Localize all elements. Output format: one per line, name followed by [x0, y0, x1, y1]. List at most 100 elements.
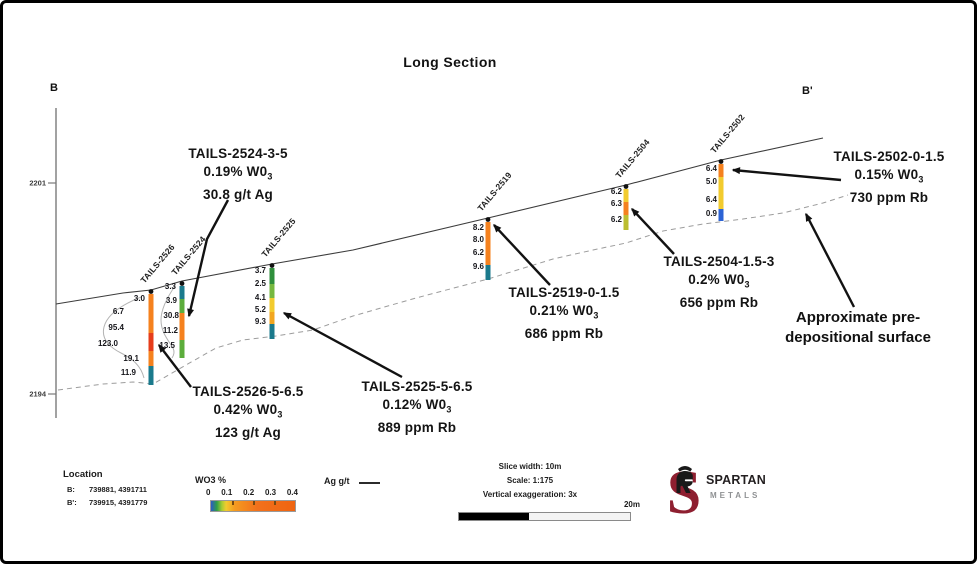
interval-value-label: 8.2 [472, 223, 484, 232]
callout-grade: 0.12% W03 [382, 397, 452, 415]
interval-value-label: 11.2 [162, 326, 178, 335]
interval-value-label: 3.7 [254, 266, 266, 275]
callout-title: TAILS-2519-0-1.5 [508, 285, 620, 300]
interval-value-label: 5.0 [705, 177, 717, 186]
predepositional-note-line2: depositional surface [785, 329, 931, 346]
scale-bar-label: 20m [623, 500, 640, 509]
section-svg: 2201 2194 [29, 108, 856, 418]
callout-arrow [187, 199, 230, 318]
callout-grade: 0.2% W03 [688, 272, 750, 290]
drillhole-interval [269, 268, 275, 284]
callout-grade: 0.42% W03 [213, 402, 283, 420]
interval-value-label: 13.5 [159, 341, 175, 350]
drillhole-interval [148, 294, 154, 333]
interval-value-label: 9.6 [472, 262, 484, 271]
drillhole-collar [718, 159, 724, 164]
section-endpoint-b-prime: B' [802, 85, 813, 97]
wo3-tick-01: 0.1 [221, 488, 233, 497]
drillhole-interval [623, 215, 629, 230]
callout-tails-2502-0-1.5: TAILS-2502-0-1.5 0.15% W03 730 ppm Rb [769, 148, 974, 207]
wo3-colorbar [210, 500, 296, 512]
interval-value-label: 19.1 [123, 354, 139, 363]
callout-grade: 0.19% W03 [203, 164, 273, 182]
drillhole-interval [179, 299, 185, 313]
drillhole-collar [179, 281, 185, 286]
interval-value-label: 9.3 [254, 317, 266, 326]
callout-title: TAILS-2504-1.5-3 [663, 254, 775, 269]
callout-detail: 730 ppm Rb [849, 189, 929, 205]
drillhole-interval [148, 351, 154, 366]
legend-location: Location B: 739881, 4391711 B': 739915, 43… [63, 469, 147, 511]
callout-title: TAILS-2502-0-1.5 [833, 149, 945, 164]
drillhole-collar [623, 184, 629, 189]
logo-subname: METALS [710, 491, 761, 500]
drillhole-interval [269, 284, 275, 298]
vertical-exaggeration-text: Vertical exaggeration: 3x [482, 490, 578, 499]
drillhole-collar [269, 263, 275, 268]
wo3-colorbar-tick [253, 501, 255, 505]
callout-detail: 656 ppm Rb [679, 294, 759, 310]
drillhole-interval [179, 286, 185, 299]
figure-info: Slice width: 10m Scale: 1:175 Vertical e… [430, 462, 630, 504]
drillhole-interval [485, 222, 491, 265]
drillhole-interval [179, 340, 185, 358]
drillhole-interval [718, 164, 724, 177]
wo3-tick-03: 0.3 [264, 488, 277, 497]
location-b-coords: 739881, 4391711 [89, 485, 147, 494]
callout-tails-2525-5-6.5: TAILS-2525-5-6.5 0.12% W03 889 ppm Rb [297, 378, 537, 437]
drillhole-interval [179, 313, 185, 340]
interval-value-label: 6.7 [112, 307, 124, 316]
logo-name: SPARTAN [706, 473, 766, 487]
callout-title: TAILS-2525-5-6.5 [361, 379, 473, 394]
drillhole-interval [269, 312, 275, 324]
callout-detail: 686 ppm Rb [524, 325, 604, 341]
callout-grade: 0.15% W03 [854, 167, 924, 185]
legend-wo3-heading: WO3 % [195, 475, 227, 485]
legend-location-heading: Location [63, 469, 103, 480]
interval-value-label: 8.0 [472, 235, 484, 244]
callout-tails-2526-5-6.5: TAILS-2526-5-6.5 0.42% W03 123 g/t Ag [128, 383, 368, 442]
legend-ag-heading: Ag g/t [324, 476, 350, 486]
interval-value-label: 30.8 [163, 311, 179, 320]
callout-title: TAILS-2526-5-6.5 [192, 384, 304, 399]
callout-detail: 889 ppm Rb [377, 419, 457, 435]
interval-value-label: 0.9 [705, 209, 717, 218]
ag-line-symbol [359, 482, 380, 484]
callout-tails-2524-3-5: TAILS-2524-3-5 0.19% W03 30.8 g/t Ag [118, 145, 358, 204]
elevation-tick-label: 2194 [29, 390, 47, 399]
wo3-tick-02: 0.2 [243, 488, 255, 497]
interval-value-label: 6.4 [705, 195, 717, 204]
logo-helmet-icon [676, 471, 693, 493]
figure-title: Long Section [403, 54, 497, 70]
callout-detail: 123 g/t Ag [214, 424, 281, 440]
interval-value-label: 3.9 [165, 296, 177, 305]
scale-bar [458, 512, 631, 521]
drillhole-collar [148, 289, 154, 294]
interval-value-label: 6.2 [472, 248, 484, 257]
interval-value-label: 3.3 [164, 282, 176, 291]
wo3-tick-04: 0.4 [286, 488, 298, 497]
spartan-logo: S [667, 462, 701, 522]
elevation-tick-label: 2201 [29, 179, 46, 188]
interval-value-label: 6.2 [610, 187, 622, 196]
drillhole-interval [269, 324, 275, 339]
slice-width-text: Slice width: 10m [498, 462, 562, 471]
interval-value-label: 5.2 [254, 305, 266, 314]
drillhole-interval [485, 265, 491, 280]
drillhole-interval [623, 189, 629, 202]
drillhole-interval [148, 366, 154, 385]
interval-value-label: 2.5 [254, 279, 266, 288]
scale-bar-empty [529, 513, 630, 520]
predepositional-note: Approximate pre- depositional surface [738, 308, 974, 348]
scale-text: Scale: 1:175 [506, 476, 554, 485]
logo-s-mark: S [667, 462, 701, 522]
callout-arrow [631, 208, 675, 255]
interval-value-label: 123.0 [97, 339, 118, 348]
wo3-colorbar-tick [232, 501, 234, 505]
ag-profile-line [102, 296, 145, 379]
location-b-label: B: [67, 485, 75, 494]
drillhole-interval [718, 209, 724, 221]
callout-arrow [158, 343, 192, 388]
predepositional-note-line1: Approximate pre- [795, 309, 921, 326]
